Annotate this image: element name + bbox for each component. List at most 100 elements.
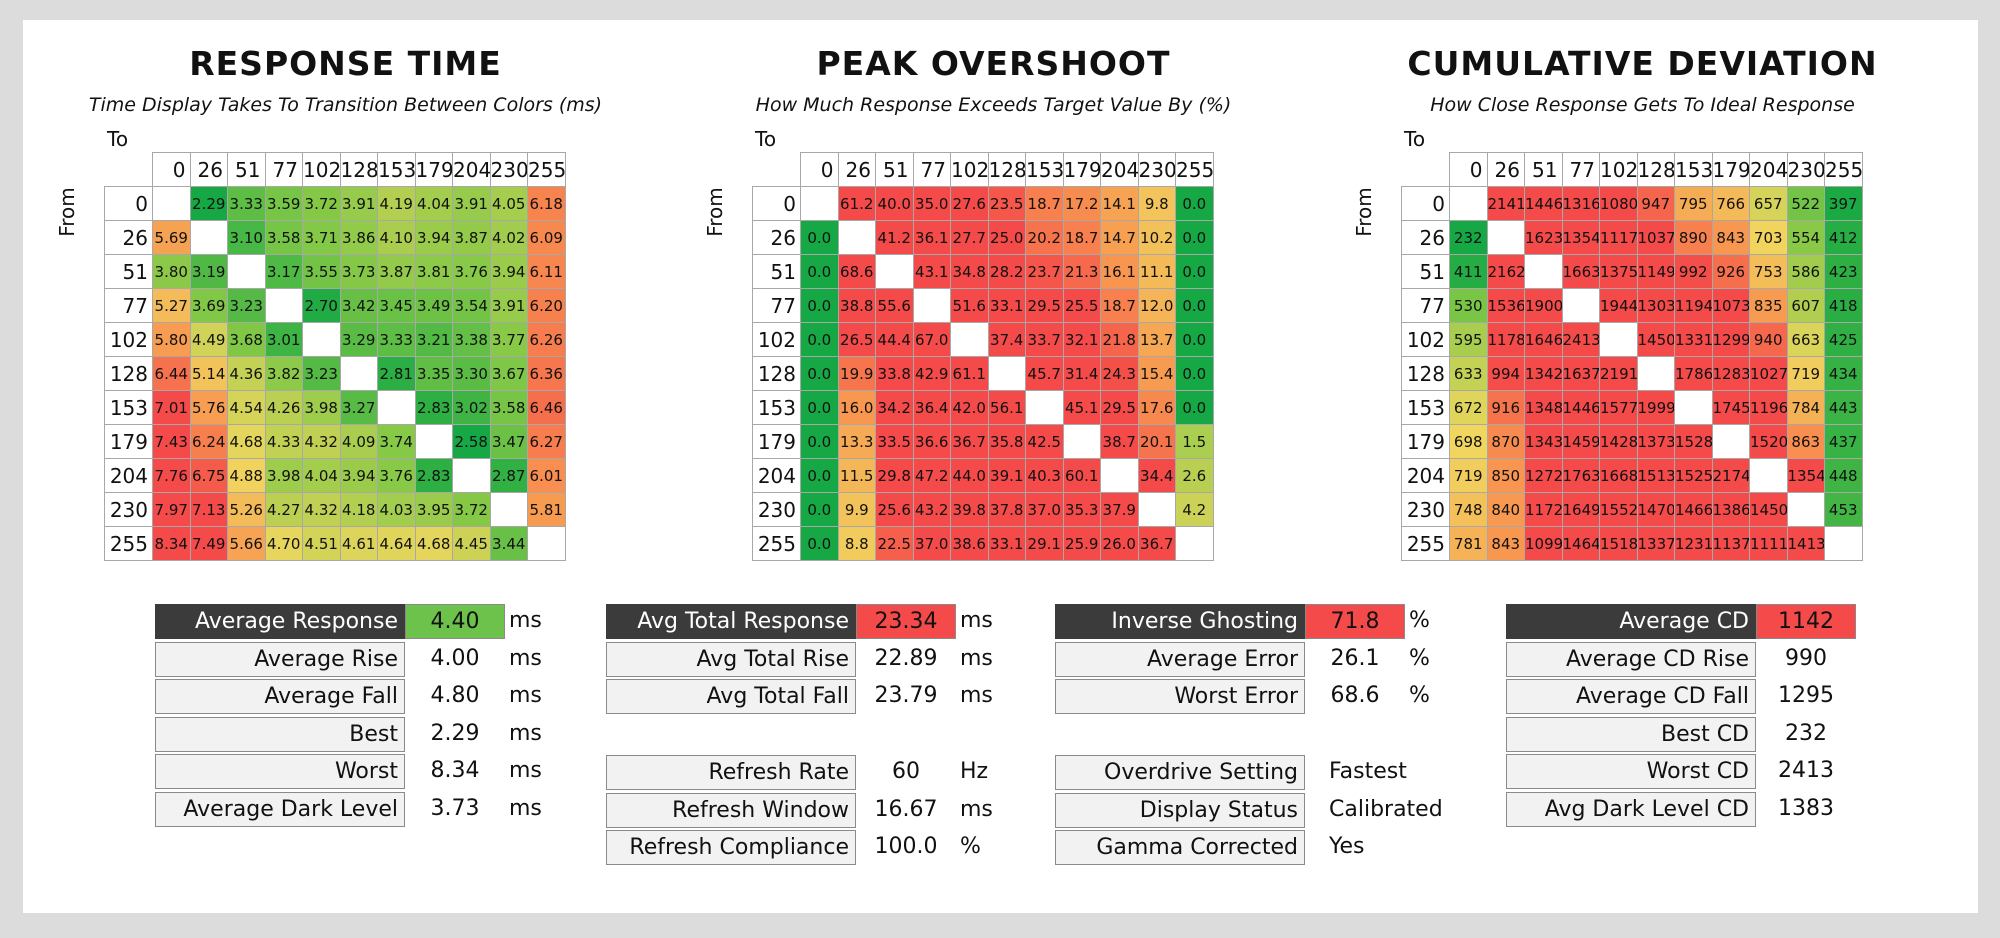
stat-label: Refresh Compliance — [606, 830, 856, 865]
settings-stat-row: Overdrive Setting Fastest — [1055, 755, 1475, 790]
row-header: 102 — [104, 322, 153, 357]
heatmap-cell: 25.9 — [1062, 526, 1101, 561]
heatmap-cell — [800, 186, 839, 221]
heatmap-cell: 0.0 — [800, 458, 839, 493]
heatmap-cell: 29.1 — [1025, 526, 1064, 561]
heatmap-cell: 1450 — [1636, 322, 1675, 357]
heatmap-cell: 2174 — [1711, 458, 1750, 493]
heatmap-cell: 19.9 — [837, 356, 876, 391]
table-row: 0 61.2 40.0 35.0 27.6 23.5 18.7 17.2 14.1 9.8 0.0 — [752, 186, 1214, 221]
heatmap-cell: 3.95 — [414, 492, 453, 527]
stat-value: 100.0 — [874, 834, 938, 859]
heatmap-cell: 3.44 — [489, 526, 528, 561]
heatmap-cell: 39.8 — [950, 492, 989, 527]
heatmap-cell: 6.18 — [527, 186, 566, 221]
heatmap-cell: 3.59 — [264, 186, 303, 221]
heatmap-cell: 3.67 — [489, 356, 528, 391]
heatmap-cell: 522 — [1786, 186, 1825, 221]
heatmap-cell: 1342 — [1524, 356, 1563, 391]
heatmap-cell: 33.7 — [1025, 322, 1064, 357]
heatmap-cell: 1373 — [1636, 424, 1675, 459]
heatmap-cell: 1080 — [1599, 186, 1638, 221]
heatmap-cell: 9.8 — [1137, 186, 1176, 221]
col-header: 153 — [1025, 152, 1064, 187]
heatmap-cell: 1172 — [1524, 492, 1563, 527]
heatmap-cell: 4.68 — [227, 424, 266, 459]
cd-stat-row: Average CD Fall 1295 — [1506, 679, 1906, 714]
heatmap-cell: 1459 — [1561, 424, 1600, 459]
heatmap-cell: 35.3 — [1062, 492, 1101, 527]
heatmap-cell: 3.01 — [264, 322, 303, 357]
heatmap-cell — [1062, 424, 1101, 459]
col-header: 0 — [152, 152, 191, 187]
table-row: 128 633 994 1342 1637 2191 1786 1283 1027 719 434 — [1401, 356, 1863, 391]
heatmap-cell: 41.2 — [875, 220, 914, 255]
heatmap-cell: 3.73 — [339, 254, 378, 289]
heatmap-cell: 33.8 — [875, 356, 914, 391]
table-row: 204 719 850 1272 1763 1668 1513 1525 2174 1354 448 — [1401, 458, 1863, 493]
heatmap-cell: 39.1 — [987, 458, 1026, 493]
table-row: 204 0.0 11.5 29.8 47.2 44.0 39.1 40.3 60.1 34.4 2.… — [752, 458, 1214, 493]
heatmap-cell: 698 — [1449, 424, 1488, 459]
heatmap-cell: 1466 — [1674, 492, 1713, 527]
heatmap-cell: 55.6 — [875, 288, 914, 323]
heatmap-cell: 3.91 — [339, 186, 378, 221]
heatmap-cell: 397 — [1824, 186, 1863, 221]
heatmap-cell: 3.87 — [452, 220, 491, 255]
col-header: 230 — [1786, 152, 1825, 187]
row-header: 26 — [1401, 220, 1450, 255]
row-header: 102 — [1401, 322, 1450, 357]
table-row: 26 0.0 41.2 36.1 27.7 25.0 20.2 18.7 14.7 10.2 0.0 — [752, 220, 1214, 255]
heatmap-cell: 5.69 — [152, 220, 191, 255]
heatmap-cell: 1331 — [1674, 322, 1713, 357]
stat-unit: % — [1409, 683, 1430, 708]
heatmap-cell: 3.55 — [302, 254, 341, 289]
stat-label: Avg Dark Level CD — [1506, 791, 1756, 827]
table-row: 77 5.27 3.69 3.23 2.70 3.42 3.45 3.49 3.54 3.91 6.… — [104, 288, 566, 323]
heatmap-cell: 0.0 — [1175, 390, 1214, 425]
heatmap-cell: 1536 — [1486, 288, 1525, 323]
stat-label: Worst — [155, 754, 405, 789]
col-header: 77 — [1561, 152, 1600, 187]
col-header: 153 — [377, 152, 416, 187]
total-stat-row: Avg Total Response 23.34 ms — [606, 604, 1006, 639]
stat-label: Avg Total Fall — [606, 679, 856, 714]
stat-value: 4.00 — [430, 645, 480, 671]
heatmap-cell: 12.0 — [1137, 288, 1176, 323]
stat-unit: ms — [960, 608, 993, 633]
heatmap-cell: 595 — [1449, 322, 1488, 357]
heatmap-cell: 1450 — [1749, 492, 1788, 527]
heatmap-cell: 453 — [1824, 492, 1863, 527]
heatmap-cell: 0.0 — [1175, 254, 1214, 289]
heatmap-cell: 13.7 — [1137, 322, 1176, 357]
heatmap-cell: 47.2 — [912, 458, 951, 493]
stat-value: Yes — [1329, 834, 1365, 859]
stat-label: Inverse Ghosting Rate — [1055, 604, 1305, 667]
settings-stat-row: Gamma Corrected Yes — [1055, 830, 1475, 865]
heatmap-cell: 6.44 — [152, 356, 191, 391]
heatmap-cell: 34.2 — [875, 390, 914, 425]
stat-label: Average Error — [1055, 641, 1305, 677]
stat-unit: ms — [960, 796, 993, 822]
row-header: 51 — [1401, 254, 1450, 289]
stat-label: Avg Total Rise — [606, 641, 856, 677]
heatmap-cell: 36.7 — [950, 424, 989, 459]
heatmap-cell: 437 — [1824, 424, 1863, 459]
heatmap-cell: 33.5 — [875, 424, 914, 459]
heatmap-cell: 18.7 — [1025, 186, 1064, 221]
stat-label: Average CD — [1506, 604, 1756, 639]
heatmap-cell: 1577 — [1599, 390, 1638, 425]
heatmap-cell: 4.68 — [414, 526, 453, 561]
row-header: 255 — [1401, 526, 1450, 561]
table-row: 204 7.76 6.75 4.88 3.98 4.04 3.94 3.76 2.83 2.87 6… — [104, 458, 566, 493]
heatmap-cell: 9.9 — [837, 492, 876, 527]
heatmap-cell: 1528 — [1674, 424, 1713, 459]
refresh-stat-row: Refresh Window 16.67 ms — [606, 792, 1006, 828]
heatmap-cell: 36.1 — [912, 220, 951, 255]
heatmap-cell: 4.32 — [302, 424, 341, 459]
stat-unit: ms — [509, 795, 542, 821]
table-row: 153 7.01 5.76 4.54 4.26 3.98 3.27 2.83 3.02 3.58 6… — [104, 390, 566, 425]
col-header: 230 — [489, 152, 528, 187]
heatmap-cell: 1663 — [1561, 254, 1600, 289]
heatmap-cell: 4.26 — [264, 390, 303, 425]
